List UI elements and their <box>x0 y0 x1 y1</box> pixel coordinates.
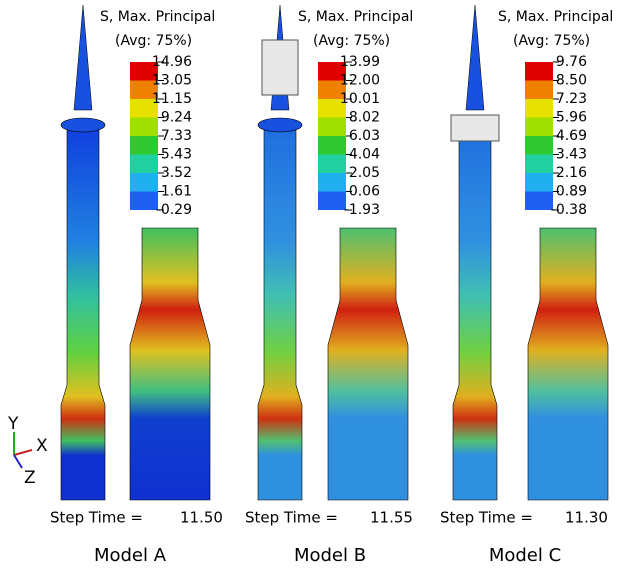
legend-value: 3.43 <box>556 147 587 163</box>
legend-subtitle: (Avg: 75%) <box>115 33 192 49</box>
legend-value: 6.03 <box>349 128 380 144</box>
step-time-label: Step Time = <box>50 509 143 527</box>
zoom-view <box>130 228 210 500</box>
model-label: Model A <box>94 545 167 566</box>
zoom-view <box>328 228 408 500</box>
legend-swatch <box>318 118 346 137</box>
step-time-value: 11.30 <box>565 509 608 527</box>
legend-swatch <box>130 155 158 174</box>
legend-value: 10.01 <box>340 91 380 107</box>
legend-subtitle: (Avg: 75%) <box>513 33 590 49</box>
collar <box>61 118 105 132</box>
model-label: Model C <box>489 545 561 566</box>
legend-swatch <box>130 118 158 137</box>
column <box>61 130 105 500</box>
legend-swatch <box>318 192 346 211</box>
legend-swatch <box>525 118 553 137</box>
step-time-value: 11.55 <box>370 509 413 527</box>
step-time-value: 11.50 <box>180 509 223 527</box>
legend-value: 7.23 <box>556 91 587 107</box>
step-time-label: Step Time = <box>245 509 338 527</box>
legend-title: S, Max. Principal <box>100 9 215 25</box>
legend-swatch <box>318 173 346 192</box>
legend-value: -0.38 <box>551 202 587 218</box>
collar <box>258 118 302 132</box>
clamp <box>451 115 499 141</box>
legend-value: 3.52 <box>161 165 192 181</box>
legend-value: 12.00 <box>340 73 380 89</box>
column <box>258 130 302 500</box>
step-time-label: Step Time = <box>440 509 533 527</box>
legend-value: 8.50 <box>556 73 587 89</box>
legend-value: 13.99 <box>340 54 380 70</box>
legend-value: 9.76 <box>556 54 587 70</box>
x-axis-arrow <box>14 450 32 455</box>
legend-value: 13.05 <box>152 73 192 89</box>
axis-triad: Y X Z <box>7 414 48 488</box>
legend-value: 8.02 <box>349 110 380 126</box>
legend-value: 14.96 <box>152 54 192 70</box>
legend-swatch <box>525 81 553 100</box>
model-label: Model B <box>294 545 366 566</box>
legend-swatch <box>525 192 553 211</box>
triad-label: Y <box>7 414 19 434</box>
legend-value: -0.29 <box>156 202 192 218</box>
legend-value: 0.89 <box>556 184 587 200</box>
legend-swatch <box>525 173 553 192</box>
column <box>453 130 497 500</box>
legend-value: 4.69 <box>556 128 587 144</box>
legend-value: 5.43 <box>161 147 192 163</box>
legend-value: 11.15 <box>152 91 192 107</box>
triad-label: X <box>36 436 48 456</box>
legend-swatch <box>130 136 158 155</box>
zoom-view <box>528 228 608 500</box>
clamp <box>262 40 298 95</box>
legend-swatch <box>525 136 553 155</box>
legend-swatch <box>130 192 158 211</box>
spire <box>466 5 484 110</box>
figure: S, Max. Principal (Avg: 75%) 14.96 13.05 11.… <box>0 0 633 571</box>
legend-swatch <box>525 62 553 81</box>
legend-value: 9.24 <box>161 110 192 126</box>
legend-value: 7.33 <box>161 128 192 144</box>
legend-swatch <box>525 155 553 174</box>
legend-value: -1.93 <box>344 202 380 218</box>
spire <box>74 5 92 110</box>
legend-value: 1.61 <box>161 184 192 200</box>
legend-swatch <box>318 155 346 174</box>
legend-title: S, Max. Principal <box>298 9 413 25</box>
legend-value: 2.16 <box>556 165 587 181</box>
legend-value: 4.04 <box>349 147 380 163</box>
triad-label: Z <box>24 468 36 488</box>
legend-swatch <box>525 99 553 118</box>
legend-value: 5.96 <box>556 110 587 126</box>
legend-title: S, Max. Principal <box>498 9 613 25</box>
z-axis-arrow <box>14 455 22 468</box>
legend-subtitle: (Avg: 75%) <box>313 33 390 49</box>
legend-value: 0.06 <box>349 184 380 200</box>
legend-value: 2.05 <box>349 165 380 181</box>
legend-swatch <box>318 136 346 155</box>
legend-swatch <box>130 173 158 192</box>
